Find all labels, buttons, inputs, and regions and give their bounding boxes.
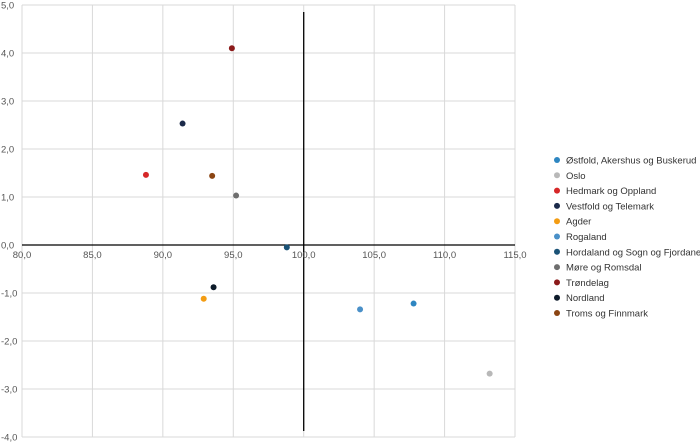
legend-marker xyxy=(554,264,560,271)
legend-label: Agder xyxy=(566,217,591,228)
x-tick-label: 85,0 xyxy=(83,250,102,261)
legend-label: Nordland xyxy=(566,293,605,304)
data-point xyxy=(142,171,149,178)
data-point xyxy=(228,45,235,52)
x-tick-label: 115,0 xyxy=(503,250,526,261)
data-point xyxy=(357,306,364,313)
legend-label: Møre og Romsdal xyxy=(566,263,642,274)
data-point xyxy=(486,370,493,377)
y-tick-label: 1,0 xyxy=(1,193,14,204)
y-tick-label: 5,0 xyxy=(1,1,14,12)
grid-layer xyxy=(21,4,516,438)
axis-layer xyxy=(22,12,515,431)
legend-label: Oslo xyxy=(566,171,586,182)
legend-marker xyxy=(554,157,560,163)
legend-marker xyxy=(554,248,560,255)
legend-marker xyxy=(554,202,560,209)
data-point xyxy=(233,192,240,199)
y-tick-label: 0,0 xyxy=(1,241,14,252)
data-point xyxy=(179,120,186,127)
data-point xyxy=(200,295,207,302)
y-tick-label: 3,0 xyxy=(1,97,14,108)
legend-label: Hedmark og Oppland xyxy=(566,186,656,197)
legend-label: Trøndelag xyxy=(566,278,609,289)
legend-label: Hordaland og Sogn og Fjordane xyxy=(566,247,700,258)
legend-label: Vestfold og Telemark xyxy=(566,201,654,212)
x-tick-label: 105,0 xyxy=(362,250,386,261)
x-tick-label: 80,0 xyxy=(13,250,32,261)
legend-marker xyxy=(554,310,560,316)
data-points xyxy=(142,45,493,377)
x-tick-label: 110,0 xyxy=(433,250,456,261)
legend-marker xyxy=(554,233,560,240)
x-tick-label: 95,0 xyxy=(224,250,243,261)
legend-marker xyxy=(554,279,560,286)
data-point xyxy=(410,300,417,307)
legend-marker xyxy=(554,172,560,179)
data-point xyxy=(209,172,216,179)
x-tick-label: 100,0 xyxy=(292,250,316,261)
y-tick-label: -2,0 xyxy=(1,337,17,348)
legend: Østfold, Akershus og Buskerud Oslo Hedmark… xyxy=(554,156,700,320)
x-tick-label: 90,0 xyxy=(154,250,173,261)
y-tick-label: -1,0 xyxy=(1,289,17,300)
legend-label: Østfold, Akershus og Buskerud xyxy=(566,156,696,167)
y-tick-label: -4,0 xyxy=(1,433,17,443)
y-tick-label: -3,0 xyxy=(1,385,17,396)
legend-marker xyxy=(554,218,560,225)
legend-label: Troms og Finnmark xyxy=(566,309,648,320)
y-tick-label: 2,0 xyxy=(1,145,14,156)
data-point xyxy=(210,284,217,291)
legend-marker xyxy=(554,187,560,194)
y-tick-label: 4,0 xyxy=(1,49,14,60)
legend-label: Rogaland xyxy=(566,232,607,243)
tick-labels: 80,0 85,0 90,0 95,0 100,0 105,0 110,0 115,0 -4,0… xyxy=(1,1,527,444)
data-point xyxy=(283,244,290,251)
legend-marker xyxy=(554,294,560,301)
